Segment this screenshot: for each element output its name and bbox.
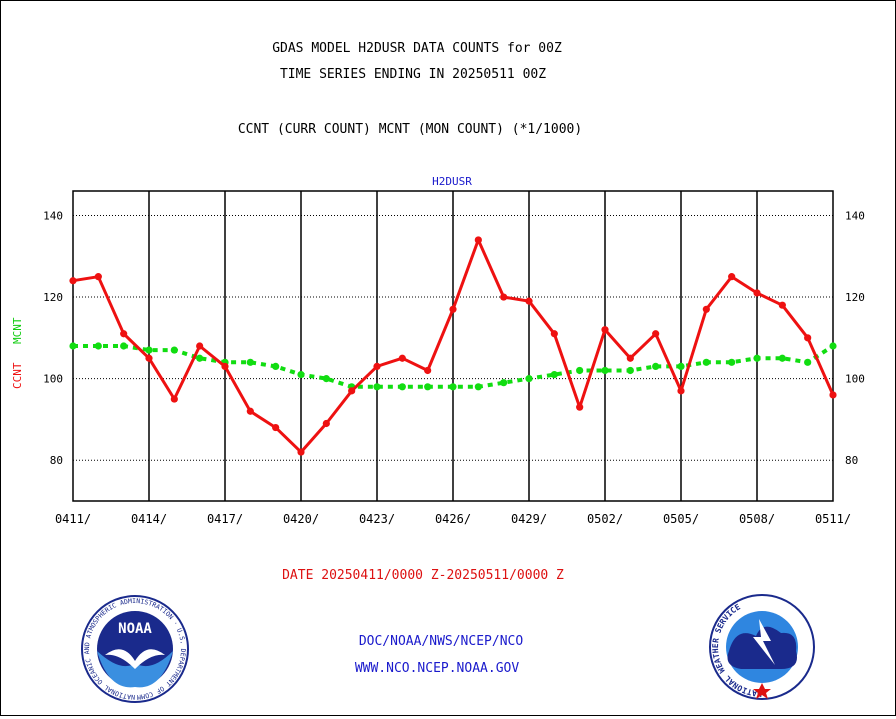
data-point-mcnt [728,358,736,366]
data-point-mcnt [702,358,710,366]
data-point-ccnt [550,330,558,338]
data-point-ccnt [474,236,482,244]
data-point-ccnt [728,273,736,281]
data-point-ccnt [829,391,837,399]
data-point-mcnt [398,383,406,391]
data-point-mcnt [753,354,761,362]
data-point-mcnt [424,383,432,391]
y-tick-label-right: 80 [845,454,858,467]
ylabel-ccnt: CCNT [11,362,24,389]
ylabel-mcnt: MCNT [11,317,24,344]
title-line-2: TIME SERIES ENDING IN 20250511 00Z [280,67,546,82]
data-point-ccnt [322,419,330,428]
y-tick-label-right: 100 [845,373,865,386]
data-point-ccnt [652,330,660,338]
data-point-mcnt [246,358,254,366]
data-point-ccnt [449,305,457,313]
data-point-ccnt [525,297,533,305]
noaa-logo-text: NOAA [118,621,152,637]
data-point-mcnt [170,346,178,354]
data-point-mcnt [373,383,381,391]
data-point-mcnt [120,342,128,350]
data-point-mcnt [652,362,660,370]
data-point-ccnt [601,326,609,334]
plot-area: 80 80 100 100 120 120 140 140 0411/0414/0417/042… [43,190,865,526]
data-point-mcnt [272,362,280,370]
data-point-ccnt [804,334,812,342]
data-point-mcnt [449,383,457,391]
data-point-ccnt [272,423,280,432]
y-tick-label-right: 140 [845,209,865,222]
x-tick-label: 0414/ [131,512,167,526]
data-point-mcnt [550,370,558,379]
x-tick-label: 0429/ [511,512,547,526]
x-tick-label: 0417/ [207,512,243,526]
data-point-ccnt [778,301,786,309]
y-tick-label-left: 80 [50,454,63,467]
y-tick-label-right: 120 [845,291,865,304]
x-tick-label: 0420/ [283,512,319,526]
data-point-ccnt [145,354,153,362]
data-point-ccnt [94,273,102,281]
data-point-mcnt [145,346,153,354]
y-tick-label-left: 120 [43,291,63,304]
data-point-ccnt [297,448,305,456]
data-point-ccnt [69,277,77,285]
nws-logo: NATIONAL WEATHER SERVICE [709,594,815,700]
data-point-ccnt [677,387,685,395]
data-point-mcnt [804,358,812,366]
noaa-ring-text: NATIONAL OCEANIC AND ATMOSPHERIC ADMINIS… [0,0,187,701]
data-point-ccnt [196,342,204,350]
data-point-ccnt [246,407,254,415]
data-point-mcnt [829,342,837,350]
y-tick-label-left: 100 [43,373,63,386]
data-point-ccnt [170,395,178,403]
data-point-mcnt [576,366,584,375]
data-point-mcnt [500,379,508,387]
noaa-logo: NOAA NATIONAL OCEANIC AND ATMOSPHERIC AD… [0,0,189,703]
data-point-mcnt [196,354,204,362]
data-point-mcnt [677,362,685,370]
data-point-mcnt [601,366,609,375]
data-point-ccnt [221,362,229,370]
subtitle: CCNT (CURR COUNT) MCNT (MON COUNT) (*1/1… [238,122,582,137]
y-tick-label-left: 140 [43,209,63,222]
svg-text:NATIONAL OCEANIC AND ATMOSPHER: NATIONAL OCEANIC AND ATMOSPHERIC ADMINIS… [1,1,187,701]
x-tick-label: 0505/ [663,512,699,526]
date-range: DATE 20250411/0000 Z-20250511/0000 Z [282,568,564,583]
data-point-mcnt [69,342,77,350]
data-point-ccnt [576,403,584,411]
x-tick-label: 0423/ [359,512,395,526]
data-point-mcnt [474,383,482,391]
data-point-mcnt [94,342,102,350]
data-point-ccnt [398,354,406,362]
x-tick-label: 0511/ [815,512,851,526]
data-point-ccnt [120,330,128,338]
data-point-mcnt [322,375,330,383]
x-tick-label: 0502/ [587,512,623,526]
data-point-ccnt [626,354,634,362]
data-point-mcnt [626,366,634,375]
url-line: WWW.NCO.NCEP.NOAA.GOV [355,661,520,676]
chart-title: H2DUSR [432,175,472,188]
title-line-1: GDAS MODEL H2DUSR DATA COUNTS for 00Z [272,41,562,56]
data-point-ccnt [348,387,356,395]
data-point-ccnt [753,289,761,297]
data-point-ccnt [373,362,381,370]
data-point-mcnt [297,370,305,379]
data-point-ccnt [702,305,710,313]
data-point-ccnt [500,293,508,301]
x-tick-label: 0411/ [55,512,91,526]
data-point-ccnt [424,366,432,375]
x-tick-label: 0508/ [739,512,775,526]
data-point-mcnt [778,354,786,362]
x-tick-label: 0426/ [435,512,471,526]
data-point-mcnt [525,375,533,383]
org-line: DOC/NOAA/NWS/NCEP/NCO [359,634,524,649]
